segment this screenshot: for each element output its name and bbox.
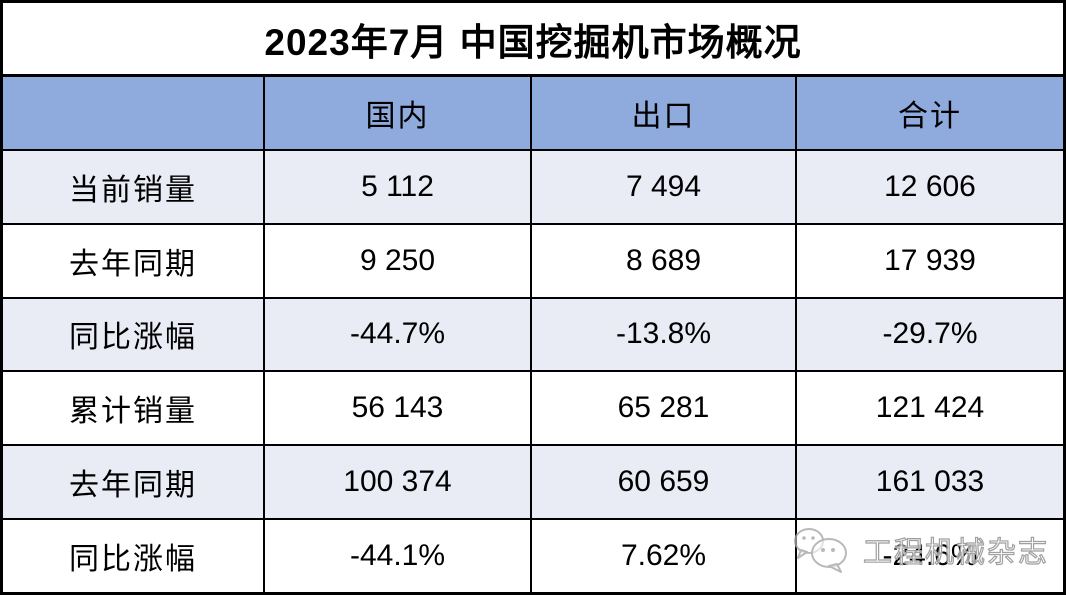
cell-current-domestic: 5 112 bbox=[265, 150, 530, 223]
cell-cum-lastyear-domestic: 100 374 bbox=[265, 446, 530, 519]
column-header-total: 合计 bbox=[797, 77, 1063, 149]
row-label-last-year: 去年同期 bbox=[3, 224, 263, 297]
cell-cum-yoy-export: 7.62% bbox=[532, 520, 795, 592]
cell-cum-yoy-domestic: -44.1% bbox=[265, 520, 530, 592]
corner-cell bbox=[3, 77, 263, 149]
row-label-current-sales: 当前销量 bbox=[3, 150, 263, 223]
row-label-cumulative-last-year: 去年同期 bbox=[3, 446, 263, 519]
cell-yoy-total: -29.7% bbox=[797, 298, 1063, 371]
cell-cum-lastyear-export: 60 659 bbox=[532, 446, 795, 519]
data-grid: 国内 出口 合计 当前销量 5 112 7 494 12 606 去年同期 9 … bbox=[3, 77, 1063, 592]
column-header-domestic: 国内 bbox=[265, 77, 530, 149]
cell-cumulative-total: 121 424 bbox=[797, 372, 1063, 445]
cell-cum-yoy-total: -24.6% bbox=[797, 520, 1063, 592]
cell-yoy-domestic: -44.7% bbox=[265, 298, 530, 371]
column-header-export: 出口 bbox=[532, 77, 795, 149]
row-label-cumulative-sales: 累计销量 bbox=[3, 372, 263, 445]
row-label-cumulative-yoy: 同比涨幅 bbox=[3, 520, 263, 592]
cell-yoy-export: -13.8% bbox=[532, 298, 795, 371]
cell-cumulative-domestic: 56 143 bbox=[265, 372, 530, 445]
cell-lastyear-total: 17 939 bbox=[797, 224, 1063, 297]
cell-cumulative-export: 65 281 bbox=[532, 372, 795, 445]
cell-current-total: 12 606 bbox=[797, 150, 1063, 223]
page-title: 2023年7月 中国挖掘机市场概况 bbox=[3, 3, 1063, 77]
row-label-yoy-change: 同比涨幅 bbox=[3, 298, 263, 371]
cell-lastyear-export: 8 689 bbox=[532, 224, 795, 297]
cell-lastyear-domestic: 9 250 bbox=[265, 224, 530, 297]
cell-cum-lastyear-total: 161 033 bbox=[797, 446, 1063, 519]
cell-current-export: 7 494 bbox=[532, 150, 795, 223]
